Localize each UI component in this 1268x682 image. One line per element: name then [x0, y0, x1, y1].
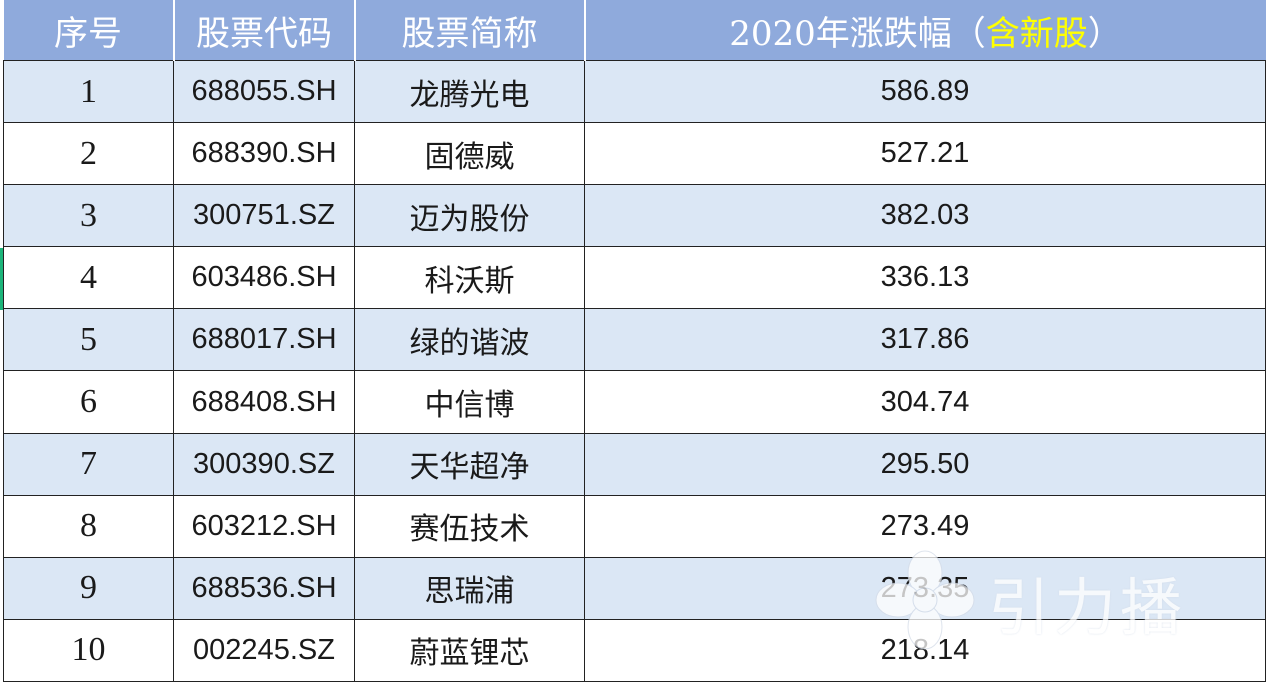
cell-name: 赛伍技术	[354, 494, 585, 558]
cell-change: 273.49	[584, 494, 1266, 558]
cell-index: 8	[3, 494, 174, 558]
table-row: 4 603486.SH 科沃斯 336.13	[3, 246, 1266, 310]
cell-code: 688536.SH	[173, 556, 355, 620]
cell-code: 603212.SH	[173, 494, 355, 558]
table-row: 6 688408.SH 中信博 304.74	[3, 370, 1266, 434]
cell-change: 527.21	[584, 122, 1266, 186]
cell-change: 273.35	[584, 556, 1266, 620]
table-header-row: 序号 股票代码 股票简称 2020年涨跌幅（含新股）	[3, 0, 1266, 61]
cell-index: 10	[3, 618, 174, 682]
table-row: 1 688055.SH 龙腾光电 586.89	[3, 59, 1266, 124]
cell-change: 317.86	[584, 308, 1266, 372]
table-row: 2 688390.SH 固德威 527.21	[3, 122, 1266, 186]
header-code: 股票代码	[173, 0, 356, 61]
cell-name: 天华超净	[354, 432, 585, 496]
cell-code: 002245.SZ	[173, 618, 355, 682]
cell-change: 218.14	[584, 618, 1266, 682]
cell-name: 迈为股份	[354, 184, 585, 248]
table-row: 5 688017.SH 绿的谐波 317.86	[3, 308, 1266, 372]
cell-code: 688017.SH	[173, 308, 355, 372]
cell-code: 300751.SZ	[173, 184, 355, 248]
cell-code: 688055.SH	[173, 59, 355, 124]
cell-index: 6	[3, 370, 174, 434]
table-row: 10 002245.SZ 蔚蓝锂芯 218.14	[3, 618, 1266, 682]
cell-name: 龙腾光电	[354, 59, 585, 124]
cell-change: 586.89	[584, 59, 1266, 124]
cell-name: 中信博	[354, 370, 585, 434]
cell-index: 1	[3, 59, 174, 124]
table-row: 3 300751.SZ 迈为股份 382.03	[3, 184, 1266, 248]
header-change: 2020年涨跌幅（含新股）	[584, 0, 1266, 61]
cell-change: 382.03	[584, 184, 1266, 248]
cell-code: 688390.SH	[173, 122, 355, 186]
cell-code: 300390.SZ	[173, 432, 355, 496]
cell-name: 绿的谐波	[354, 308, 585, 372]
cell-name: 思瑞浦	[354, 556, 585, 620]
header-name: 股票简称	[354, 0, 586, 61]
cell-index: 9	[3, 556, 174, 620]
cell-name: 科沃斯	[354, 246, 585, 310]
cell-index: 4	[3, 246, 174, 310]
table-row: 9 688536.SH 思瑞浦 273.35	[3, 556, 1266, 620]
cell-change: 336.13	[584, 246, 1266, 310]
cell-code: 603486.SH	[173, 246, 355, 310]
table-row: 7 300390.SZ 天华超净 295.50	[3, 432, 1266, 496]
cell-name: 蔚蓝锂芯	[354, 618, 585, 682]
left-accent-bar	[0, 248, 3, 310]
header-change-suffix: ）	[1087, 13, 1122, 54]
header-change-prefix: 2020年涨跌幅（	[729, 13, 986, 54]
cell-change: 304.74	[584, 370, 1266, 434]
cell-index: 5	[3, 308, 174, 372]
cell-code: 688408.SH	[173, 370, 355, 434]
cell-change: 295.50	[584, 432, 1266, 496]
cell-index: 7	[3, 432, 174, 496]
stock-gain-table: 序号 股票代码 股票简称 2020年涨跌幅（含新股） 1 688055.SH 龙腾光…	[3, 0, 1266, 682]
cell-index: 3	[3, 184, 174, 248]
header-index: 序号	[3, 0, 175, 61]
cell-name: 固德威	[354, 122, 585, 186]
cell-index: 2	[3, 122, 174, 186]
header-change-highlight: 含新股	[985, 13, 1088, 54]
table-row: 8 603212.SH 赛伍技术 273.49	[3, 494, 1266, 558]
